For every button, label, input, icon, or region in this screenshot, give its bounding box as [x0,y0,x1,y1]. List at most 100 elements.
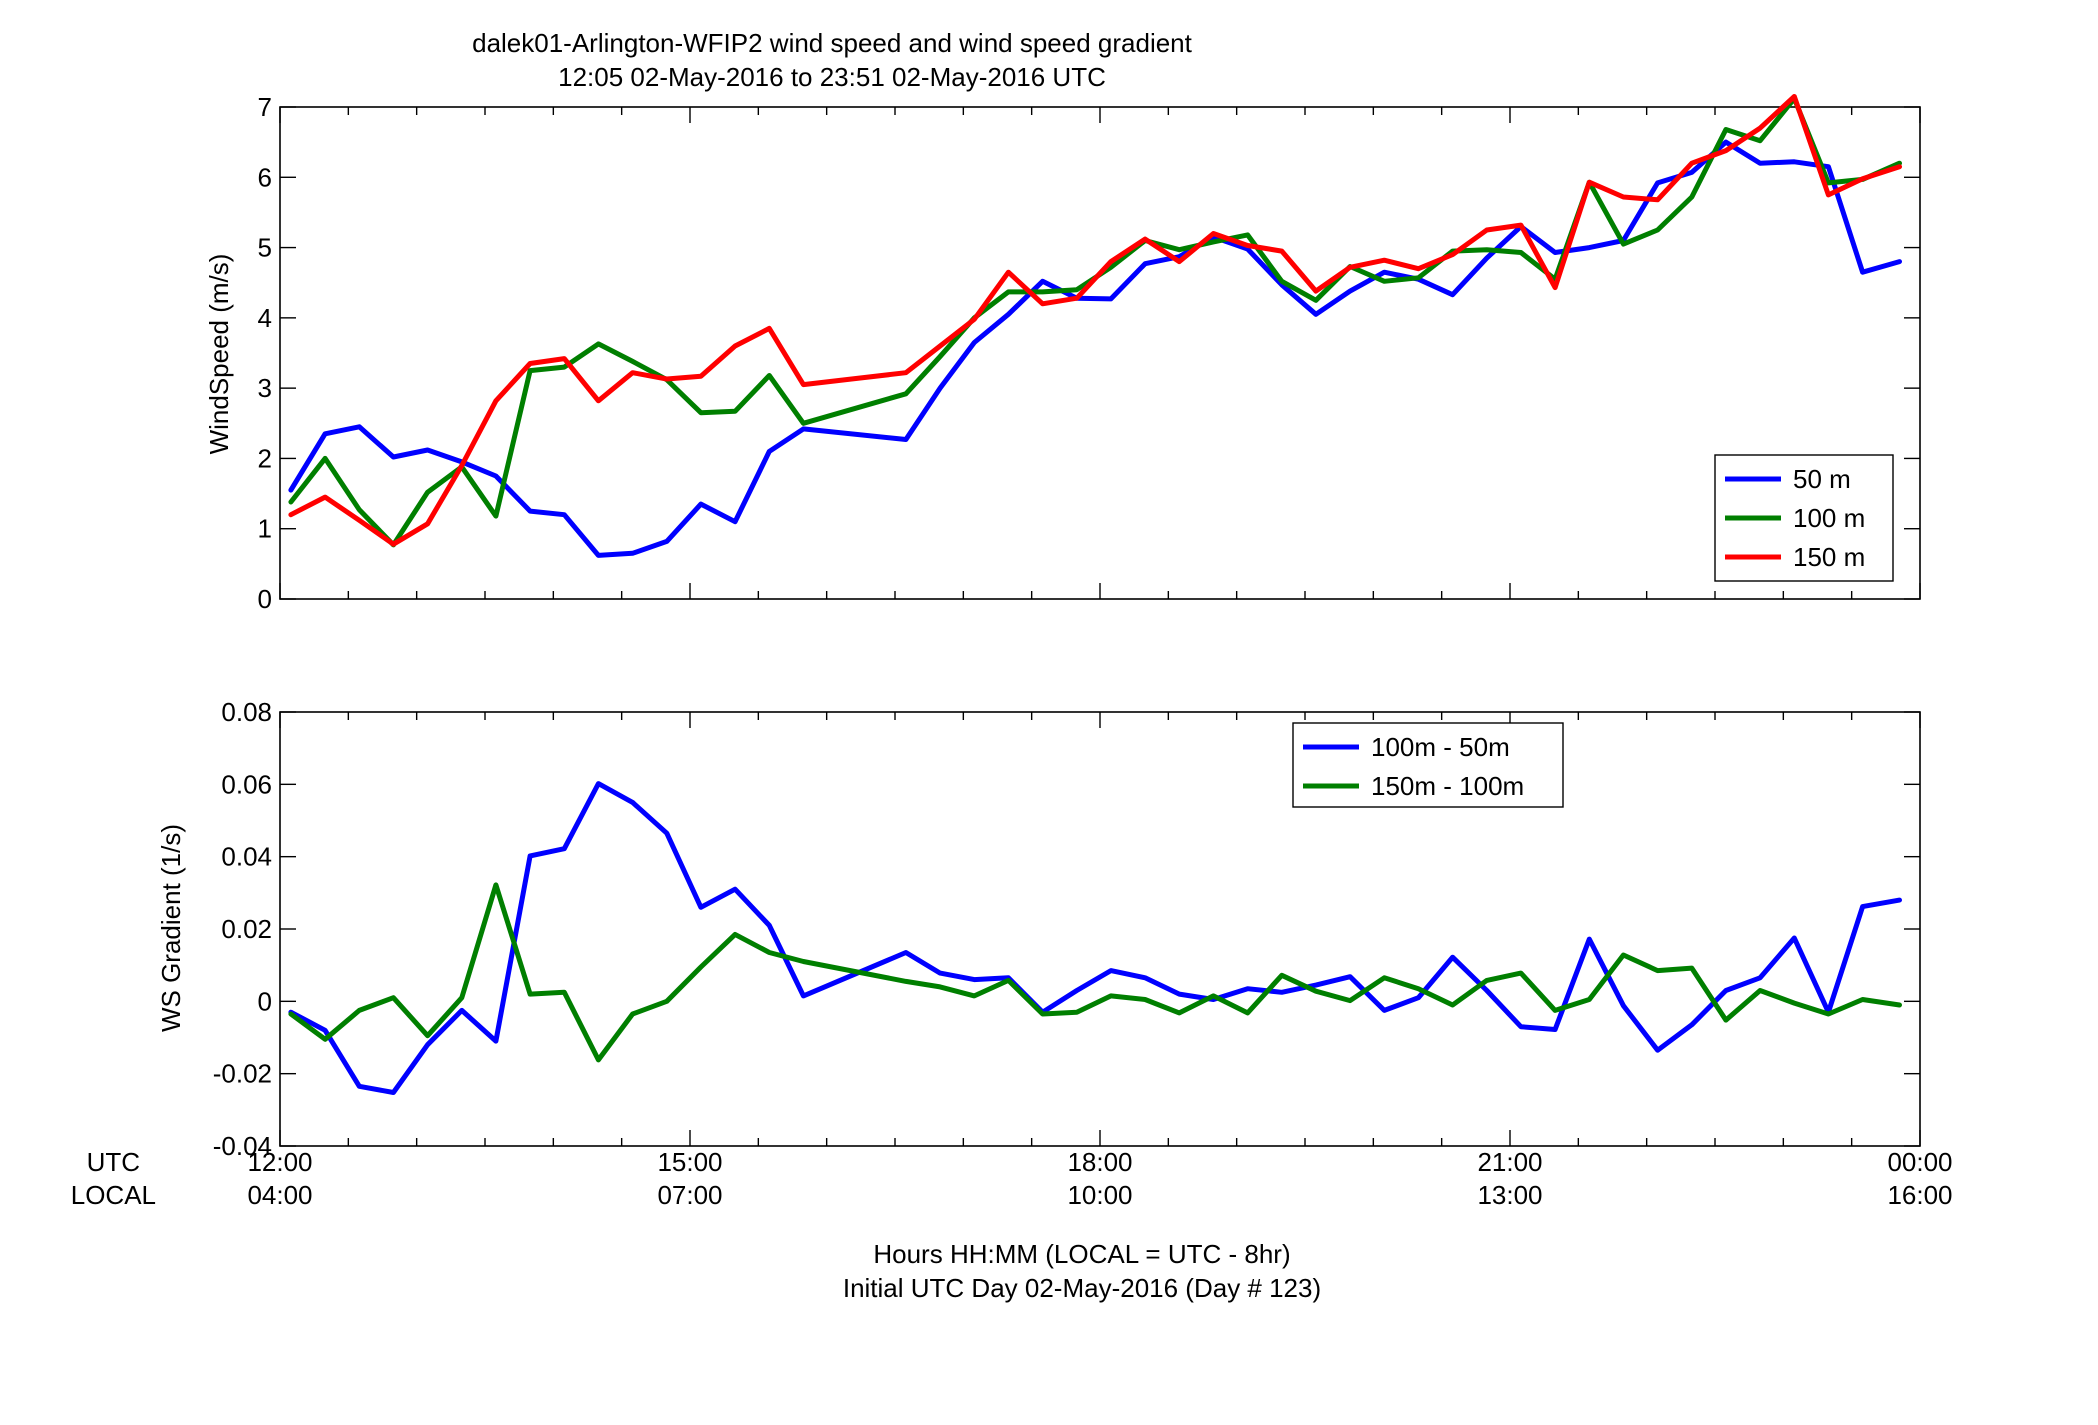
legend-label-150-m: 150 m [1793,542,1865,572]
data-point-100-m [1416,275,1421,280]
data-point-100-m [1313,298,1318,303]
local-tick-label: 10:00 [1067,1180,1132,1210]
data-point-100-m [1074,287,1079,292]
y-tick-label: 0.04 [221,842,272,872]
data-point-150-m [1074,296,1079,301]
data-point-100m-50m [1484,988,1489,993]
data-point-50-m [1313,312,1318,317]
data-point-50-m [1587,245,1592,250]
local-tick-label: 07:00 [657,1180,722,1210]
data-point-150-m [425,521,430,526]
data-point-50-m [1484,256,1489,261]
data-point-100-m [493,514,498,519]
data-point-50-m [767,449,772,454]
data-point-150m-100m [1826,1011,1831,1016]
data-point-150m-100m [1860,997,1865,1002]
x-axis-label-line1: Hours HH:MM (LOCAL = UTC - 8hr) [873,1239,1290,1269]
y-tick-label: 0.02 [221,914,272,944]
data-point-150m-100m [938,984,943,989]
data-point-150m-100m [357,1008,362,1013]
series-line-150-m [288,94,1902,547]
legend-label-50-m: 50 m [1793,464,1851,494]
data-point-100m-50m [323,1028,328,1033]
data-point-100m-50m [1553,1027,1558,1032]
data-point-150-m [1313,289,1318,294]
data-point-100-m [1245,232,1250,237]
data-point-50-m [323,431,328,436]
data-point-100m-50m [596,781,601,786]
data-point-150m-100m [1655,968,1660,973]
data-point-50-m [1826,164,1831,169]
data-point-150-m [1553,285,1558,290]
data-point-150-m [664,377,669,382]
y-tick-label: -0.02 [213,1059,272,1089]
data-point-150m-100m [1518,971,1523,976]
data-point-150-m [1587,180,1592,185]
data-point-100m-50m [1655,1048,1660,1053]
data-point-150-m [1758,126,1763,131]
figure-title-line2: 12:05 02-May-2016 to 23:51 02-May-2016 U… [558,62,1106,92]
data-point-150-m [1860,176,1865,181]
data-point-50-m [493,474,498,479]
data-point-150m-100m [1006,978,1011,983]
data-point-150-m [1108,259,1113,264]
data-point-150m-100m [391,995,396,1000]
y-axis-label: WindSpeed (m/s) [204,254,234,455]
data-point-100m-50m [1450,955,1455,960]
data-point-100-m [1006,289,1011,294]
y-axis-label: WS Gradient (1/s) [156,824,186,1032]
local-row-label: LOCAL [71,1180,156,1210]
data-point-100-m [801,421,806,426]
data-point-100m-50m [459,1008,464,1013]
data-point-150-m [1382,258,1387,263]
data-point-150-m [1792,94,1797,99]
series-line-150m-100m [288,882,1902,1063]
data-point-150m-100m [1245,1010,1250,1015]
wind-speed-panel: 0 1 2 3 4 5 6 7 WindSpeed (m/s) 50 m 100 m 150 m [204,92,1921,614]
data-point-150m-100m [1279,973,1284,978]
data-point-50-m [903,437,908,442]
data-point-50-m [1655,180,1660,185]
data-point-150m-100m [1484,978,1489,983]
data-point-100m-50m [903,950,908,955]
data-point-150-m [1143,237,1148,242]
data-point-150m-100m [1587,997,1592,1002]
data-point-150m-100m [767,950,772,955]
data-point-50-m [938,386,943,391]
legend-label-100m-50m: 100m - 50m [1371,732,1510,762]
data-point-100m-50m [1723,988,1728,993]
data-point-100-m [767,373,772,378]
data-point-150-m [698,374,703,379]
local-tick-label: 04:00 [247,1180,312,1210]
data-point-100m-50m [972,977,977,982]
data-point-150-m [1826,192,1831,197]
data-point-50-m [1723,140,1728,145]
data-point-150-m [596,398,601,403]
data-point-100m-50m [1348,974,1353,979]
data-point-100m-50m [1416,995,1421,1000]
data-point-50-m [1040,279,1045,284]
y-tick-label: 6 [258,162,272,192]
data-point-100-m [1382,279,1387,284]
data-point-100-m [425,490,430,495]
data-point-150m-100m [733,932,738,937]
data-point-100m-50m [1621,1003,1626,1008]
x-axis-label-line2: Initial UTC Day 02-May-2016 (Day # 123) [843,1273,1321,1303]
data-point-150-m [1006,270,1011,275]
data-point-50-m [596,553,601,558]
data-point-150m-100m [1108,993,1113,998]
data-point-100m-50m [1518,1024,1523,1029]
data-point-100m-50m [1897,898,1902,903]
data-point-100m-50m [1758,975,1763,980]
data-point-100-m [1211,239,1216,244]
data-point-150m-100m [1382,975,1387,980]
data-point-100-m [357,507,362,512]
data-point-150-m [1416,266,1421,271]
y-tick-label: 4 [258,303,272,333]
y-tick-label: 3 [258,373,272,403]
y-tick-label: 5 [258,233,272,263]
data-point-150m-100m [1758,988,1763,993]
data-point-50-m [1382,270,1387,275]
data-point-100m-50m [1279,990,1284,995]
data-point-100-m [1723,127,1728,132]
